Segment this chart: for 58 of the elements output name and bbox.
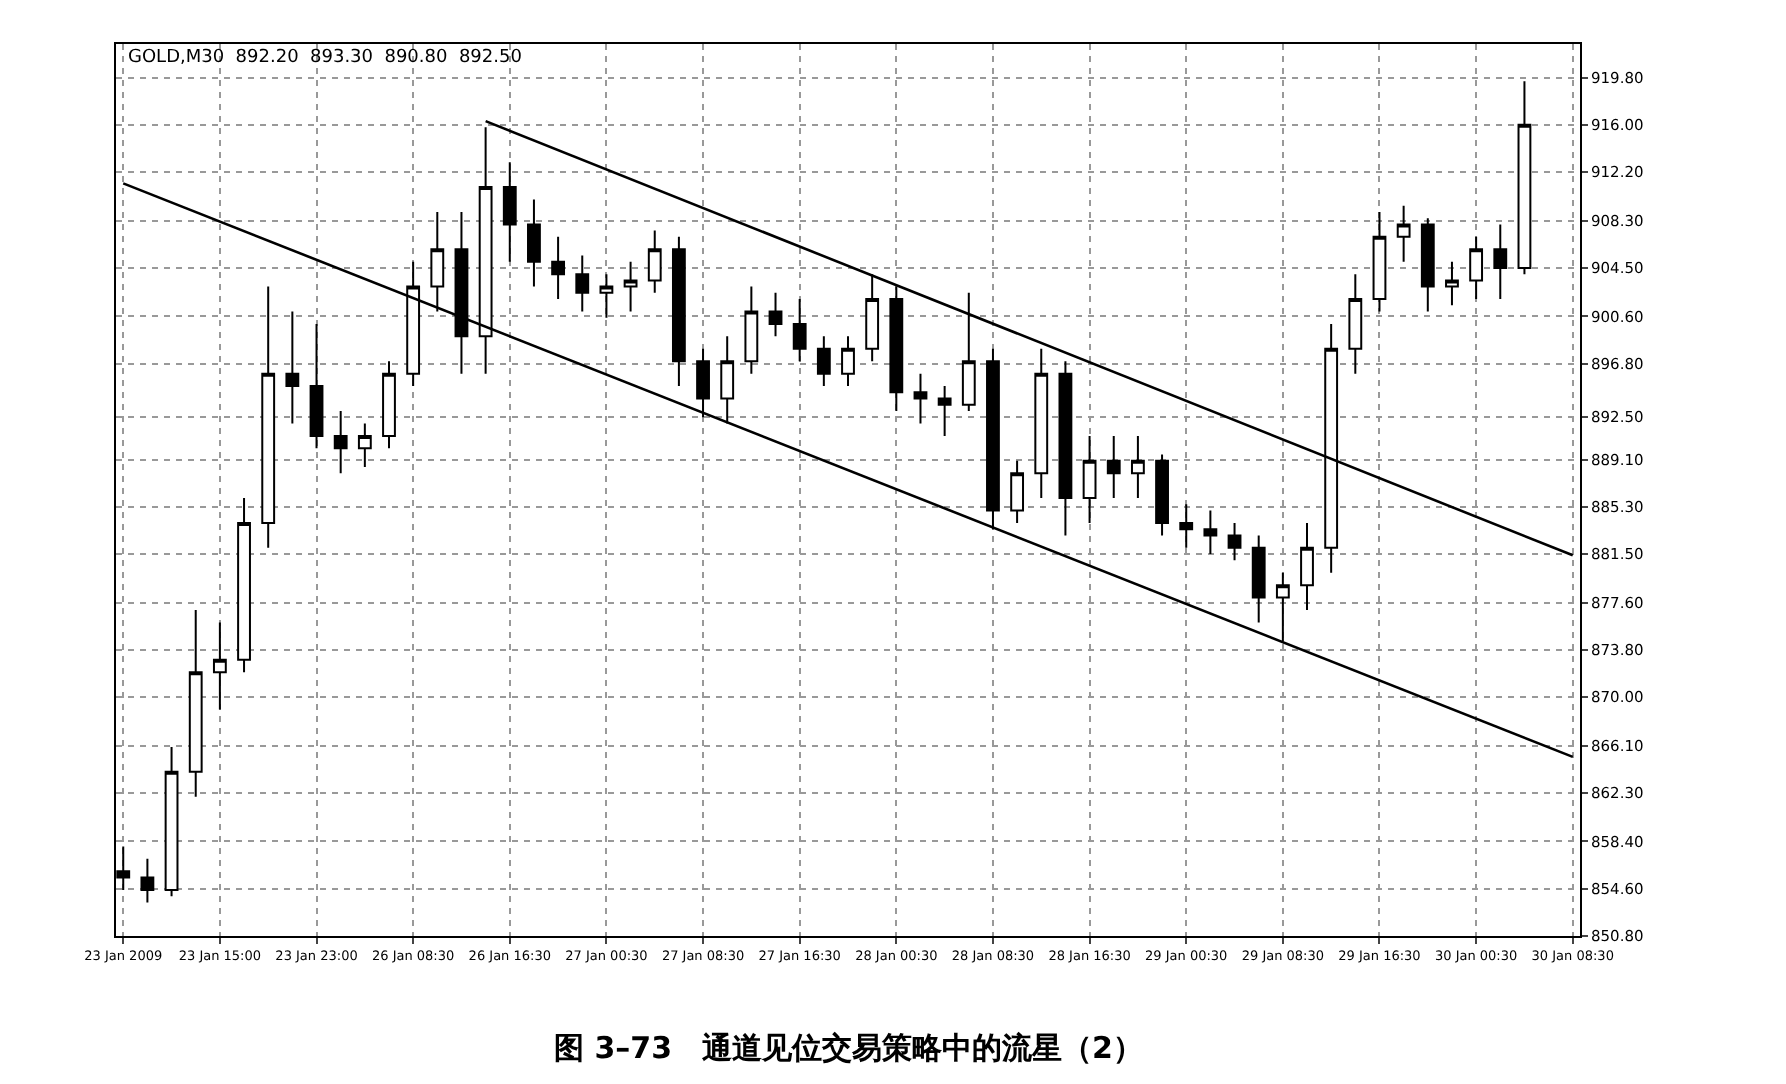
candlestick — [527, 198, 541, 288]
candlestick — [285, 310, 300, 425]
candlestick — [1469, 235, 1484, 301]
candlestick — [575, 254, 590, 313]
candlestick — [623, 260, 638, 313]
candlestick — [1034, 347, 1049, 500]
candlestick — [1372, 210, 1387, 313]
chart-subtitle: GOLD,M30 892.20 893.30 890.80 892.50 — [128, 48, 523, 68]
candlestick — [212, 621, 227, 711]
candlestick — [744, 285, 759, 375]
candlestick — [961, 291, 976, 412]
candlestick — [986, 347, 1000, 531]
candlestick — [937, 385, 952, 437]
candlestick — [1493, 223, 1508, 301]
text: 图 3–73 通道见位交易策略中的流星（2） — [554, 1030, 1143, 1066]
candlestick — [333, 410, 348, 475]
candlestick — [1130, 434, 1145, 500]
candlestick — [889, 285, 904, 412]
candlestick — [237, 497, 251, 674]
candlestick — [1058, 360, 1073, 537]
candlestick — [1155, 453, 1169, 537]
candlestick — [454, 210, 469, 375]
candlestick — [768, 291, 783, 338]
candlestick — [140, 857, 155, 904]
candlestick — [357, 422, 372, 468]
candlestick — [647, 229, 662, 294]
candlestick — [1251, 534, 1266, 624]
candlestick — [430, 210, 445, 313]
candlestick — [1082, 434, 1097, 524]
candlestick — [1275, 571, 1290, 643]
candlestick — [1227, 521, 1242, 562]
candlestick — [1179, 503, 1194, 549]
candlestick — [1106, 434, 1121, 500]
candlestick — [1300, 521, 1314, 612]
candlestick — [261, 285, 276, 549]
candlestick — [671, 235, 686, 388]
candlestick — [1517, 80, 1532, 276]
candlestick — [792, 298, 807, 363]
candlestick — [816, 335, 831, 388]
candlestick — [406, 260, 421, 388]
candlestick — [720, 335, 735, 425]
candlestick — [1445, 260, 1459, 307]
candlestick — [1203, 509, 1218, 556]
candlestick — [696, 347, 710, 419]
candlestick — [551, 235, 566, 301]
candlestick — [164, 745, 179, 898]
candlestick — [1396, 204, 1411, 263]
candlestick — [1348, 273, 1363, 375]
candlestick — [841, 335, 855, 388]
candlestick — [382, 360, 396, 450]
candlestick — [865, 273, 880, 363]
candlestick — [1420, 217, 1435, 313]
candlestick — [599, 273, 614, 319]
candlestick — [309, 322, 324, 450]
candlestick — [502, 161, 517, 263]
candlestick — [913, 372, 928, 425]
candlestick — [1010, 459, 1025, 524]
candlestick — [188, 609, 203, 798]
